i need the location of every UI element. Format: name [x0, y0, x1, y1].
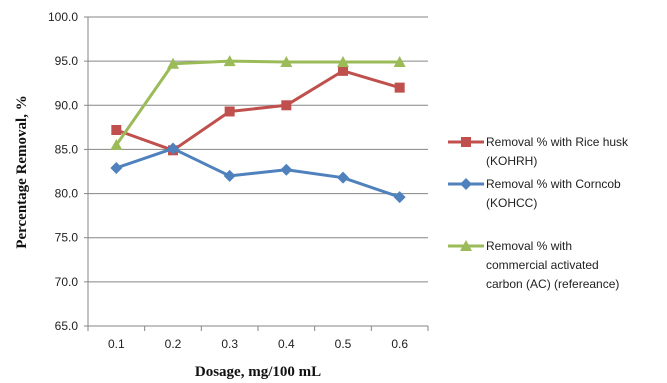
diamond-marker — [393, 191, 406, 204]
x-tick-label: 0.6 — [391, 337, 408, 351]
square-marker — [111, 125, 122, 136]
x-tick-label: 0.1 — [108, 337, 125, 351]
square-marker — [394, 82, 405, 93]
diamond-marker — [280, 163, 293, 176]
triangle-marker — [280, 56, 293, 68]
diamond-marker — [337, 171, 349, 184]
y-tick-label: 85.0 — [55, 142, 79, 156]
legend-label: commercial activated — [486, 258, 599, 272]
legend-label: (KOHCC) — [486, 196, 537, 210]
triangle-marker — [223, 55, 236, 67]
triangle-marker — [460, 240, 472, 251]
square-marker — [224, 106, 235, 117]
triangle-marker — [167, 57, 179, 69]
series-0 — [111, 65, 405, 156]
legend-item: Removal % with Rice husk (KOHRH) — [448, 135, 629, 168]
diamond-marker — [110, 161, 123, 174]
y-tick-label: 95.0 — [55, 54, 79, 68]
y-tick-label: 65.0 — [55, 319, 79, 333]
x-tick-label: 0.5 — [335, 337, 352, 351]
y-tick-label: 90.0 — [55, 98, 79, 112]
y-axis-title: Percentage Removal, % — [14, 95, 30, 248]
diamond-marker — [223, 169, 236, 182]
y-tick-label: 80.0 — [55, 187, 79, 201]
x-tick-label: 0.3 — [221, 337, 238, 351]
square-marker — [461, 137, 471, 147]
y-tick-labels: 65.0 70.0 75.0 80.0 85.0 90.0 95.0 100.0 — [48, 10, 78, 333]
legend-label: (KOHRH) — [486, 154, 537, 168]
y-tick-label: 70.0 — [55, 275, 79, 289]
triangle-marker — [337, 56, 349, 68]
y-tick-label: 100.0 — [48, 10, 78, 24]
legend-label: carbon (AC) (refereance) — [486, 277, 619, 291]
legend-label: Removal % with Corncob — [486, 177, 621, 191]
x-tick-labels: 0.1 0.2 0.3 0.4 0.5 0.6 — [108, 337, 408, 351]
diamond-marker — [460, 178, 472, 190]
x-axis-title: Dosage, mg/100 mL — [195, 364, 321, 380]
x-tick-label: 0.4 — [278, 337, 295, 351]
legend-item: Removal % with commercial activated carbon… — [448, 239, 619, 291]
square-marker — [281, 100, 292, 111]
legend-label: Removal % with Rice husk — [486, 135, 629, 149]
series-line — [115, 59, 400, 146]
series-1 — [110, 142, 406, 204]
gridlines — [84, 16, 429, 331]
diamond-marker — [167, 142, 179, 155]
triangle-marker — [393, 56, 406, 68]
legend-label: Removal % with — [486, 239, 572, 253]
series-line — [115, 69, 401, 152]
y-tick-label: 75.0 — [55, 231, 79, 245]
axes — [87, 17, 428, 327]
series — [110, 55, 406, 204]
legend: Removal % with Rice husk(KOHRH)Removal %… — [448, 135, 629, 291]
x-tick-label: 0.2 — [165, 337, 182, 351]
square-marker — [338, 65, 348, 76]
series-2 — [110, 55, 406, 151]
triangle-marker — [110, 139, 123, 151]
legend-item: Removal % with Corncob (KOHCC) — [448, 177, 621, 210]
series-line — [115, 147, 401, 199]
